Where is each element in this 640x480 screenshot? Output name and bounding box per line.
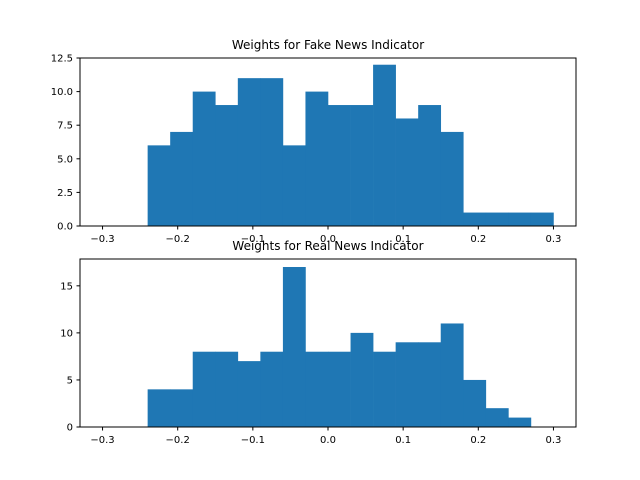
histogram-bar: [463, 379, 487, 427]
histogram-bar: [305, 91, 329, 226]
x-tick-label: 0.0: [320, 234, 336, 245]
histogram-bar: [215, 105, 239, 226]
histogram-bar: [373, 64, 396, 226]
y-axis-ticks: 0 5 10 15: [60, 281, 80, 434]
histogram-bar: [395, 118, 419, 226]
y-tick-label: 15: [60, 281, 73, 292]
y-tick-label: 5.0: [57, 154, 73, 165]
y-tick-label: 2.5: [57, 188, 73, 199]
histogram-bar: [463, 212, 487, 226]
x-axis-ticks: −0.3 −0.2 −0.1 0.0 0.1 0.2 0.3: [90, 427, 561, 446]
histogram-bar: [147, 389, 171, 427]
x-tick-label: 0.1: [395, 435, 411, 446]
x-tick-label: 0.0: [320, 435, 336, 446]
x-tick-label: −0.3: [90, 435, 114, 446]
histogram-bar: [418, 105, 442, 226]
x-tick-label: −0.1: [241, 435, 265, 446]
histogram-bar: [282, 267, 306, 427]
histogram-bar: [282, 145, 306, 226]
histogram-bar: [237, 78, 261, 226]
histogram-bar: [305, 351, 329, 427]
histogram-bar: [170, 131, 194, 226]
x-tick-label: 0.2: [470, 234, 486, 245]
histogram-bar: [260, 78, 284, 226]
y-tick-label: 12.5: [51, 54, 73, 65]
histogram-bar: [440, 323, 464, 427]
y-tick-label: 5: [67, 375, 73, 386]
y-tick-label: 0.0: [57, 222, 73, 233]
histogram-bar: [485, 212, 509, 226]
x-tick-label: 0.3: [546, 234, 562, 245]
histogram-bar: [215, 351, 239, 427]
histogram-bar: [350, 105, 374, 226]
x-tick-label: −0.1: [241, 234, 265, 245]
histogram-bar: [237, 361, 261, 427]
histogram-bar: [192, 91, 216, 226]
y-tick-label: 0: [67, 423, 73, 434]
y-axis-ticks: 0.0 2.5 5.0 7.5 10.0 12.5: [51, 54, 80, 233]
histogram-bar: [260, 351, 284, 427]
x-tick-label: 0.2: [470, 435, 486, 446]
histogram-bars: [147, 64, 554, 226]
histogram-bar: [328, 351, 351, 427]
histogram-bar: [373, 351, 396, 427]
histogram-bar: [170, 389, 194, 427]
histogram-bars: [147, 267, 532, 427]
histogram-bar: [508, 212, 532, 226]
y-tick-label: 10: [60, 328, 73, 339]
histogram-bar: [328, 105, 351, 226]
chart-title: Weights for Fake News Indicator: [232, 38, 424, 52]
chart-title: Weights for Real News Indicator: [232, 239, 423, 253]
x-tick-label: 0.1: [395, 234, 411, 245]
y-tick-label: 7.5: [57, 121, 73, 132]
subplot-fake-news: Weights for Fake News Indicator −0.3 −0.2…: [51, 38, 577, 245]
histogram-bar: [485, 408, 509, 427]
histogram-bar: [508, 417, 532, 427]
histogram-bar: [192, 351, 216, 427]
histogram-bar: [147, 145, 171, 226]
histogram-bar: [440, 131, 464, 226]
y-tick-label: 10.0: [51, 87, 73, 98]
x-tick-label: −0.2: [166, 234, 190, 245]
histogram-bar: [530, 212, 554, 226]
x-tick-label: 0.3: [546, 435, 562, 446]
x-tick-label: −0.2: [166, 435, 190, 446]
histogram-bar: [395, 342, 419, 427]
histogram-bar: [418, 342, 442, 427]
x-tick-label: −0.3: [90, 234, 114, 245]
histogram-bar: [350, 332, 374, 427]
x-axis-ticks: −0.3 −0.2 −0.1 0.0 0.1 0.2 0.3: [90, 226, 561, 245]
subplot-real-news: Weights for Real News Indicator −0.3 −0.2…: [60, 239, 577, 446]
